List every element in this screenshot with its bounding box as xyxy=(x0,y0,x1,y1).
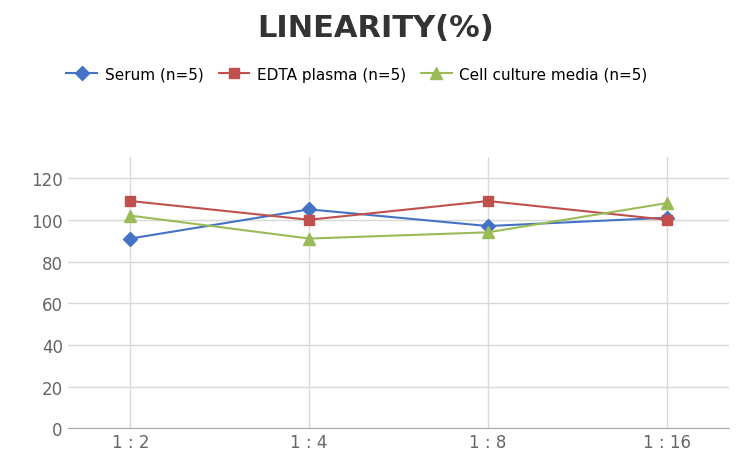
Cell culture media (n=5) xyxy=(484,230,493,235)
Cell culture media (n=5) xyxy=(126,213,135,219)
Line: EDTA plasma (n=5): EDTA plasma (n=5) xyxy=(126,197,672,225)
Cell culture media (n=5) xyxy=(663,201,672,207)
Line: Cell culture media (n=5): Cell culture media (n=5) xyxy=(125,198,672,244)
Cell culture media (n=5) xyxy=(305,236,314,242)
EDTA plasma (n=5) xyxy=(484,199,493,204)
Line: Serum (n=5): Serum (n=5) xyxy=(126,205,672,244)
EDTA plasma (n=5) xyxy=(305,217,314,223)
Serum (n=5) xyxy=(663,216,672,221)
Serum (n=5) xyxy=(484,224,493,229)
EDTA plasma (n=5) xyxy=(663,217,672,223)
Serum (n=5) xyxy=(305,207,314,212)
Text: LINEARITY(%): LINEARITY(%) xyxy=(258,14,494,42)
Legend: Serum (n=5), EDTA plasma (n=5), Cell culture media (n=5): Serum (n=5), EDTA plasma (n=5), Cell cul… xyxy=(60,62,653,89)
Serum (n=5) xyxy=(126,236,135,242)
EDTA plasma (n=5) xyxy=(126,199,135,204)
